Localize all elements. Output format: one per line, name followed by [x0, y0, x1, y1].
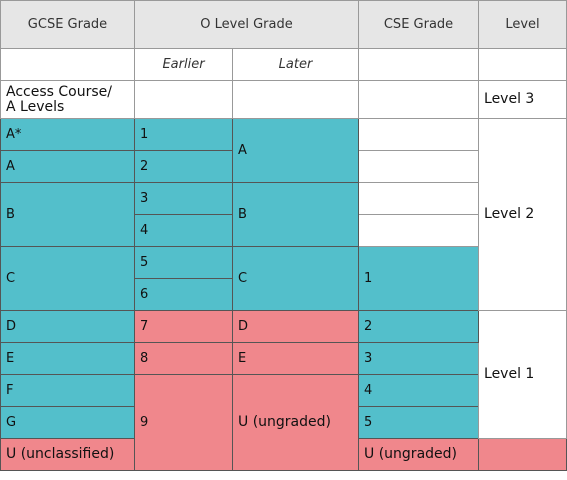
level-1: Level 1 — [478, 310, 567, 439]
cse-grade-ungraded: U (ungraded) — [358, 438, 480, 471]
gcse-grade-g: G — [0, 406, 135, 439]
olevel-earlier-1: 1 — [134, 118, 233, 151]
access-line-2: A Levels — [6, 98, 65, 115]
olevel-later-b: B — [231, 182, 360, 247]
access-line-1: Access Course/ — [6, 83, 112, 100]
olevel-later-e: E — [231, 342, 360, 375]
cse-grade-4: 4 — [358, 374, 480, 407]
header-gcse-grade: GCSE Grade — [0, 0, 135, 49]
subheader-empty-cse — [358, 48, 480, 81]
gcse-grade-e: E — [0, 342, 135, 375]
gcse-grade-b: B — [0, 182, 135, 247]
header-o-level-grade: O Level Grade — [133, 0, 360, 49]
gcse-grade-a-star: A* — [0, 118, 135, 151]
cse-grade-5: 5 — [358, 406, 480, 439]
gcse-grade-f: F — [0, 374, 135, 407]
cse-grade-3: 3 — [358, 342, 480, 375]
cell-empty — [358, 150, 480, 183]
olevel-earlier-3: 3 — [134, 182, 233, 215]
cell-empty — [358, 214, 480, 247]
cell-access-course: Access Course/ A Levels — [0, 80, 135, 119]
header-level: Level — [478, 0, 567, 49]
olevel-later-d: D — [231, 310, 360, 343]
olevel-earlier-5: 5 — [134, 246, 233, 279]
olevel-earlier-7: 7 — [134, 310, 233, 343]
subheader-earlier: Earlier — [134, 48, 233, 81]
olevel-later-a: A — [231, 118, 360, 183]
subheader-empty-gcse — [0, 48, 135, 81]
cse-grade-2: 2 — [358, 310, 480, 343]
olevel-earlier-4: 4 — [134, 214, 233, 247]
gcse-grade-a: A — [0, 150, 135, 183]
cse-grade-1: 1 — [358, 246, 480, 311]
olevel-earlier-8: 8 — [134, 342, 233, 375]
olevel-earlier-2: 2 — [134, 150, 233, 183]
olevel-later-c: C — [231, 246, 360, 311]
level-2: Level 2 — [478, 118, 567, 311]
cell-empty — [358, 182, 480, 215]
subheader-later: Later — [231, 48, 360, 81]
olevel-earlier-6: 6 — [134, 278, 233, 311]
level-3: Level 3 — [478, 80, 567, 119]
cell-empty — [134, 80, 233, 119]
olevel-earlier-9: 9 — [134, 374, 233, 471]
gcse-grade-c: C — [0, 246, 135, 311]
olevel-later-ungraded: U (ungraded) — [231, 374, 360, 471]
cell-empty — [358, 118, 480, 151]
subheader-empty-level — [478, 48, 567, 81]
header-cse-grade: CSE Grade — [358, 0, 480, 49]
gcse-grade-unclassified: U (unclassified) — [0, 438, 135, 471]
cell-empty-level-pink — [478, 438, 567, 471]
cell-empty — [231, 80, 360, 119]
gcse-grade-d: D — [0, 310, 135, 343]
cell-empty — [358, 80, 480, 119]
